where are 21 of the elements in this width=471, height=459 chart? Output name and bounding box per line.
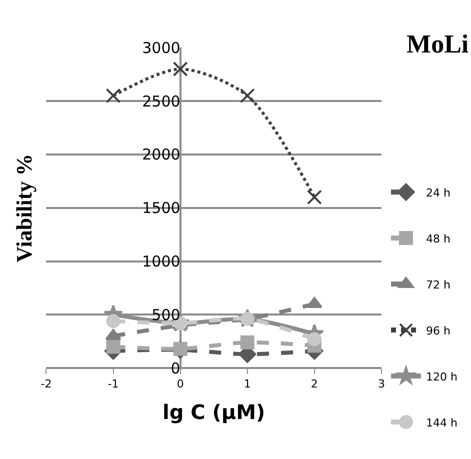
x-axis-title: lg C (μM) — [162, 400, 266, 424]
legend-label: 96 h — [426, 324, 450, 338]
y-tick-label: 1500 — [142, 199, 180, 218]
legend-label: 48 h — [426, 232, 450, 246]
x-tick-label: 3 — [378, 377, 385, 390]
y-tick-label: 0 — [170, 359, 180, 378]
y-axis-title: Viability % — [12, 154, 37, 262]
y-tick-label: 2500 — [142, 92, 180, 110]
legend-label: 72 h — [426, 278, 450, 292]
x-tick-label: 1 — [244, 377, 251, 390]
legend-label: 120 h — [426, 370, 458, 384]
x-tick-label: 2 — [310, 377, 318, 390]
y-tick-label: 2000 — [142, 146, 180, 164]
x-tick-label: -1 — [108, 377, 119, 390]
y-tick-label: 1000 — [142, 252, 180, 270]
x-tick-label: -2 — [40, 377, 52, 390]
text: MoLi — [406, 30, 469, 59]
y-tick-label: 500 — [152, 306, 180, 324]
y-tick-label: 3000 — [142, 38, 180, 57]
legend-label: 24 h — [426, 186, 450, 200]
legend-label: 144 h — [426, 416, 458, 430]
